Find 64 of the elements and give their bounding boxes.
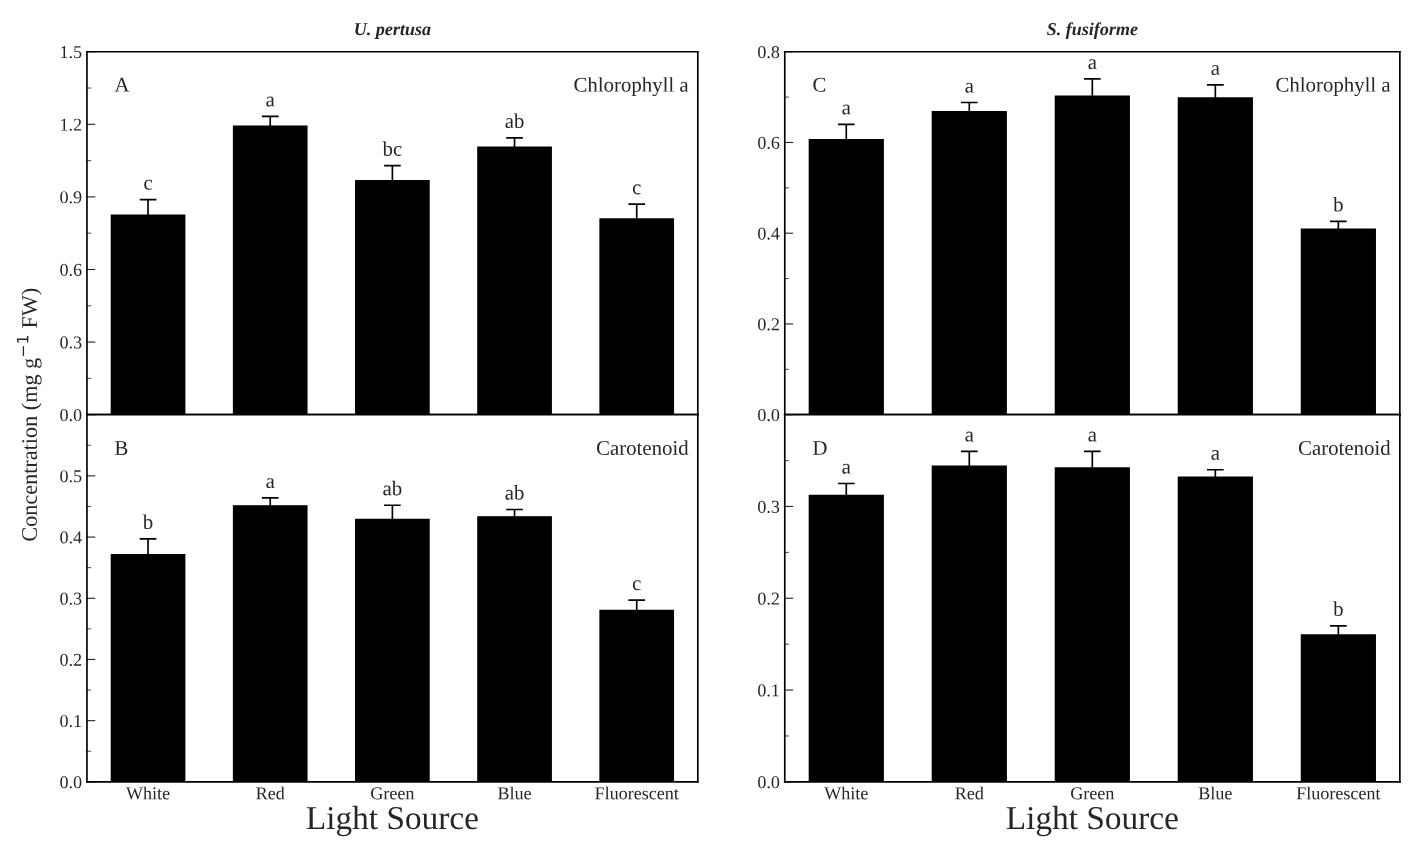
y-tick-label: 0.4 xyxy=(758,227,780,240)
y-tick-label: 0.3 xyxy=(758,500,780,513)
annotation: c xyxy=(632,184,641,195)
x-tick-label: Green xyxy=(1071,787,1115,800)
y-tick-label: 0.4 xyxy=(60,531,82,544)
x-tick-label: Blue xyxy=(1198,786,1232,800)
x-tick-label: White xyxy=(824,786,868,800)
y-tick-label: 1.5 xyxy=(61,46,82,59)
y-tick-label: 0.0 xyxy=(60,408,82,422)
annotation: a xyxy=(842,104,851,115)
annotation: Chlorophyll a xyxy=(1276,77,1391,97)
annotation: a xyxy=(965,82,974,93)
y-axis-title: Concentration (mg g$^{−1}$ FW) xyxy=(16,288,42,541)
annotation: Carotenoid xyxy=(1298,440,1391,456)
y-tick-label: 0.3 xyxy=(60,592,82,605)
annotation: a xyxy=(842,463,851,474)
x-tick-label: Fluorescent xyxy=(1296,786,1381,800)
chart-title: U. pertusa xyxy=(355,23,431,39)
annotation: C xyxy=(813,77,826,92)
annotation: c xyxy=(632,580,641,591)
y-tick-label: 0.5 xyxy=(60,470,82,483)
y-tick-label: 0.2 xyxy=(758,592,779,605)
x-tick-label: White xyxy=(126,786,170,800)
annotation: a xyxy=(1088,59,1097,70)
y-tick-label: 0.8 xyxy=(758,45,780,59)
x-axis-title: Light Source xyxy=(1006,805,1178,837)
annotation: Chlorophyll a xyxy=(574,77,689,97)
y-tick-label: 0.3 xyxy=(60,336,82,349)
annotation: a xyxy=(1211,65,1220,76)
annotation: c xyxy=(144,179,153,190)
y-tick-label: 0.2 xyxy=(758,318,779,331)
y-tick-label: 0.0 xyxy=(60,776,82,789)
y-tick-label: 0.1 xyxy=(60,714,82,728)
x-tick-label: Fluorescent xyxy=(595,786,679,800)
annotation: b xyxy=(1333,601,1343,617)
y-tick-label: 0.9 xyxy=(60,191,82,204)
annotation: A xyxy=(114,77,130,92)
annotation: a xyxy=(1211,449,1220,460)
annotation: a xyxy=(266,478,275,489)
annotation: b xyxy=(142,514,153,530)
chart-title: S. fusiforme xyxy=(1047,22,1138,39)
y-tick-label: 0.2 xyxy=(60,653,82,666)
y-tick-label: 0.6 xyxy=(758,136,780,149)
x-tick-label: Red xyxy=(955,786,984,800)
annotation: ab xyxy=(383,480,402,496)
annotation: a xyxy=(266,96,275,107)
y-tick-label: 1.2 xyxy=(61,118,82,131)
x-tick-label: Green xyxy=(371,787,415,800)
annotation: D xyxy=(813,441,827,455)
annotation: Carotenoid xyxy=(596,440,689,456)
annotation: ab xyxy=(505,113,524,129)
x-tick-label: Red xyxy=(256,786,285,800)
annotation: B xyxy=(115,441,128,455)
y-tick-label: 0.1 xyxy=(758,684,779,697)
y-tick-label: 0.0 xyxy=(758,408,780,422)
y-tick-label: 0.6 xyxy=(60,263,82,277)
annotation: b xyxy=(1333,196,1343,212)
annotation: bc xyxy=(382,141,402,156)
annotation: a xyxy=(1088,431,1097,442)
x-tick-label: Blue xyxy=(498,786,531,800)
x-axis-title: Light Source xyxy=(306,805,478,837)
annotation: a xyxy=(965,431,974,442)
annotation: ab xyxy=(505,485,524,500)
y-tick-label: 0.0 xyxy=(758,776,780,789)
